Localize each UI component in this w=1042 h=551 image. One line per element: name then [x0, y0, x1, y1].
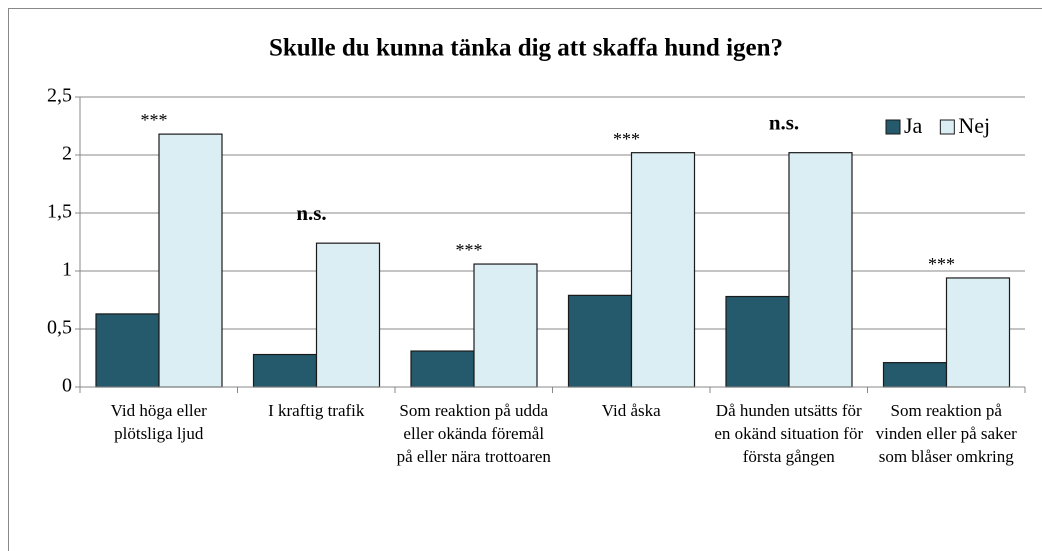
y-tick-label: 1 [62, 259, 72, 281]
legend-label: Nej [958, 113, 990, 138]
x-tick-label: Vid höga eller plötsliga ljud [110, 401, 207, 443]
legend-label: Ja [904, 113, 923, 138]
bar [882, 362, 948, 388]
y-tick-label: 1,5 [47, 201, 72, 223]
x-tick-label: Som reaktion på udda eller okända föremå… [396, 401, 551, 466]
bar [725, 295, 790, 388]
bar [95, 313, 160, 388]
bar [410, 350, 475, 388]
bar [945, 277, 1011, 388]
bar [473, 263, 538, 388]
x-tick-label: Då hunden utsätts för en okänd situation… [714, 401, 864, 466]
significance-label: *** [928, 254, 955, 274]
significance-label: *** [141, 110, 168, 130]
bar [252, 353, 318, 388]
significance-label: *** [456, 240, 483, 260]
chart-border [8, 8, 1042, 551]
bar [315, 242, 381, 388]
x-tick-label: I kraftig trafik [268, 401, 365, 420]
chart-title: Skulle du kunna tänka dig att skaffa hun… [269, 35, 783, 62]
y-tick-label: 0 [62, 375, 72, 397]
x-tick-label: Vid åska [601, 401, 661, 420]
bar [630, 152, 696, 388]
legend-swatch [939, 119, 955, 135]
bar [788, 152, 853, 388]
y-tick-label: 2,5 [47, 85, 72, 107]
x-tick-label: Som reaktion på vinden eller på saker so… [875, 401, 1017, 466]
y-tick-label: 0,5 [47, 317, 72, 339]
significance-label: *** [613, 129, 640, 149]
significance-label: n.s. [296, 201, 326, 225]
bar [158, 133, 223, 388]
legend-swatch [885, 119, 901, 135]
bar [567, 294, 633, 388]
y-tick-label: 2 [62, 143, 72, 165]
significance-label: n.s. [769, 110, 799, 134]
